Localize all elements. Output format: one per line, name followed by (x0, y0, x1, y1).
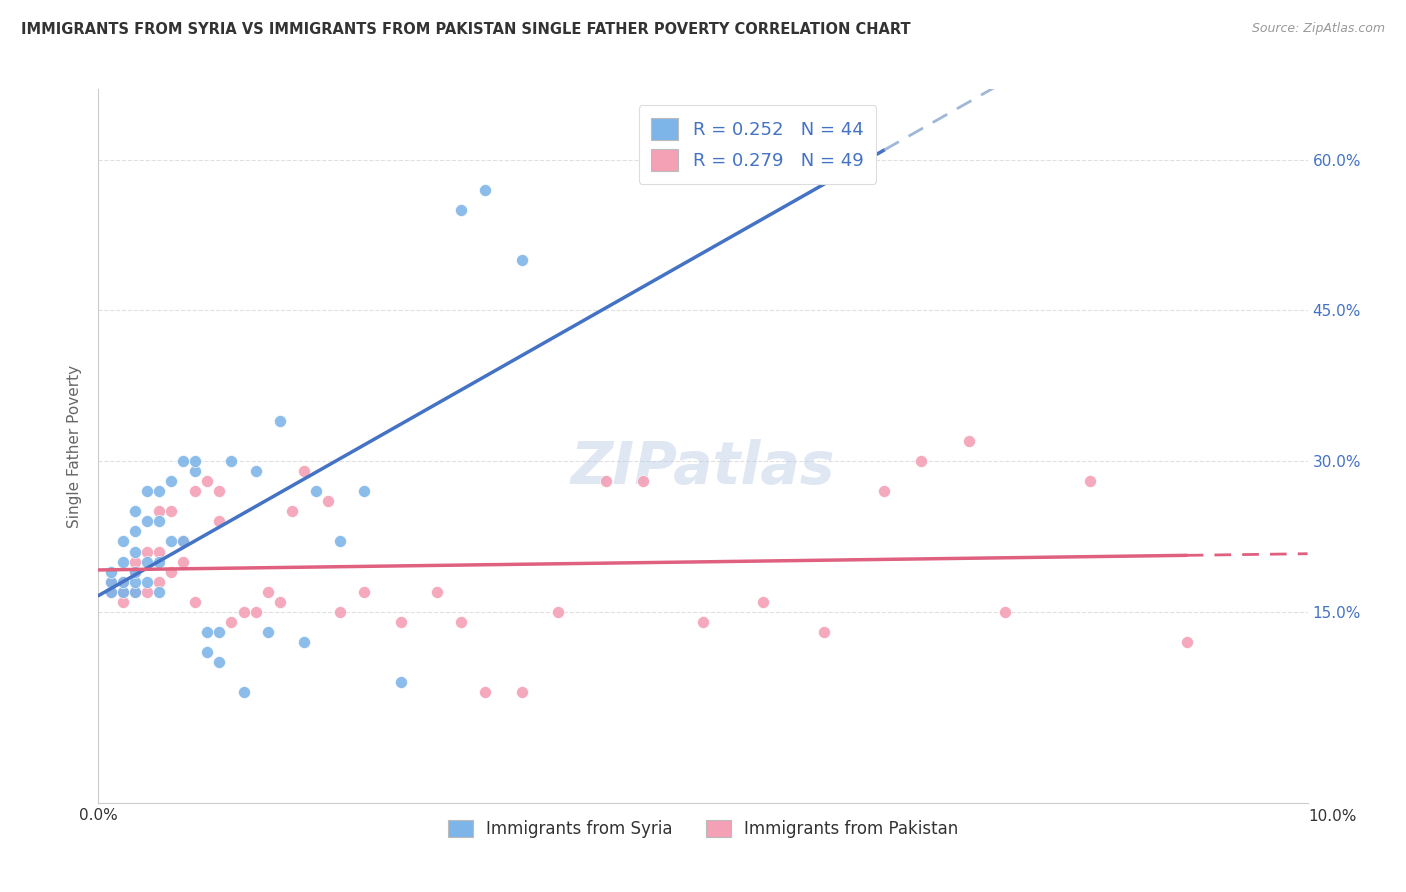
Point (111, 595, 134, 609)
Point (245, 464, 267, 478)
Point (184, 484, 207, 499)
Point (1175, 635, 1198, 649)
Point (124, 555, 146, 569)
Point (135, 555, 157, 569)
Point (124, 504, 146, 518)
Point (184, 595, 207, 609)
Point (631, 474, 654, 488)
Point (269, 414, 291, 428)
Point (172, 555, 194, 569)
Point (184, 464, 207, 478)
Point (111, 584, 134, 599)
Point (195, 624, 218, 639)
Point (692, 615, 714, 629)
Point (353, 584, 375, 599)
Point (292, 635, 315, 649)
Point (256, 584, 278, 599)
Point (124, 524, 146, 539)
Point (160, 504, 183, 518)
Point (474, 183, 496, 197)
Point (135, 584, 157, 599)
Point (172, 454, 194, 468)
Point (135, 544, 157, 558)
Point (195, 474, 218, 488)
Y-axis label: Single Father Poverty: Single Father Poverty (67, 365, 83, 527)
Point (100, 584, 122, 599)
Point (595, 474, 617, 488)
Point (100, 584, 122, 599)
Point (957, 434, 980, 448)
Point (148, 504, 170, 518)
Point (148, 574, 170, 589)
Point (426, 584, 449, 599)
Point (1078, 474, 1101, 488)
Point (208, 624, 231, 639)
Point (100, 574, 122, 589)
Point (510, 253, 533, 268)
Point (353, 484, 375, 499)
Point (124, 565, 146, 579)
Point (232, 605, 254, 619)
Legend: Immigrants from Syria, Immigrants from Pakistan: Immigrants from Syria, Immigrants from P… (441, 813, 965, 845)
Text: 10.0%: 10.0% (1309, 809, 1357, 823)
Point (269, 595, 291, 609)
Point (329, 534, 352, 549)
Point (111, 555, 134, 569)
Point (208, 655, 231, 669)
Point (111, 534, 134, 549)
Point (135, 515, 157, 529)
Point (124, 584, 146, 599)
Point (389, 675, 412, 690)
Point (221, 454, 243, 468)
Point (752, 595, 775, 609)
Point (281, 504, 304, 518)
Point (994, 605, 1017, 619)
Point (124, 584, 146, 599)
Point (135, 484, 157, 499)
Text: ZIPatlas: ZIPatlas (571, 439, 835, 496)
Point (910, 454, 932, 468)
Point (111, 584, 134, 599)
Point (873, 484, 896, 499)
Point (195, 645, 218, 659)
Point (148, 584, 170, 599)
Point (135, 574, 157, 589)
Point (221, 615, 243, 629)
Point (474, 685, 496, 699)
Point (245, 605, 267, 619)
Point (124, 574, 146, 589)
Point (292, 464, 315, 478)
Point (148, 555, 170, 569)
Point (316, 494, 339, 508)
Point (256, 624, 278, 639)
Point (208, 484, 231, 499)
Point (329, 605, 352, 619)
Point (813, 624, 835, 639)
Point (510, 685, 533, 699)
Point (450, 615, 472, 629)
Point (111, 574, 134, 589)
Point (232, 685, 254, 699)
Point (160, 534, 183, 549)
Point (124, 565, 146, 579)
Point (450, 202, 472, 217)
Point (148, 515, 170, 529)
Point (160, 474, 183, 488)
Text: Source: ZipAtlas.com: Source: ZipAtlas.com (1251, 22, 1385, 36)
Point (172, 534, 194, 549)
Point (111, 574, 134, 589)
Point (547, 605, 569, 619)
Point (208, 515, 231, 529)
Point (124, 544, 146, 558)
Point (160, 565, 183, 579)
Point (305, 484, 328, 499)
Point (148, 544, 170, 558)
Point (148, 484, 170, 499)
Point (100, 565, 122, 579)
Text: IMMIGRANTS FROM SYRIA VS IMMIGRANTS FROM PAKISTAN SINGLE FATHER POVERTY CORRELAT: IMMIGRANTS FROM SYRIA VS IMMIGRANTS FROM… (21, 22, 911, 37)
Point (389, 615, 412, 629)
Point (184, 454, 207, 468)
Point (172, 534, 194, 549)
Point (100, 574, 122, 589)
